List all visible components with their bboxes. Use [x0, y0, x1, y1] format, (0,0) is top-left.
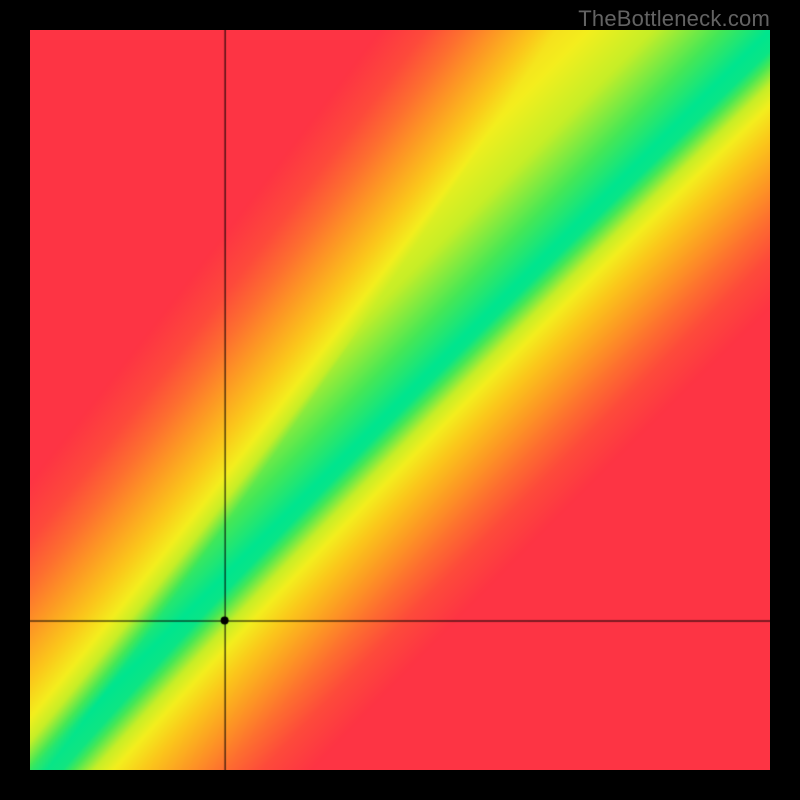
- plot-area: [30, 30, 770, 770]
- watermark-text: TheBottleneck.com: [578, 6, 770, 32]
- outer-frame: TheBottleneck.com: [0, 0, 800, 800]
- heatmap-canvas: [30, 30, 770, 770]
